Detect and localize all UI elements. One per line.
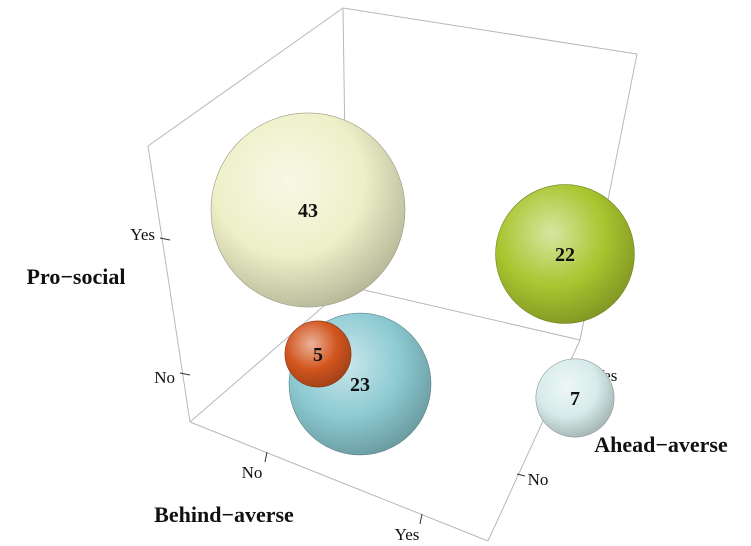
bubble-label-7: 7: [570, 388, 580, 410]
z-tick-label-no: No: [154, 368, 175, 387]
box-edge: [147, 145, 191, 423]
x-tick-no: [264, 451, 268, 463]
box-edge: [189, 285, 348, 423]
bubble-label-43: 43: [298, 200, 318, 222]
y-tick-label-no: No: [528, 470, 549, 489]
bubble-7: [535, 358, 615, 438]
x-axis-title: Behind−averse: [154, 502, 294, 527]
bubble-43: [210, 112, 406, 308]
z-tick-label-yes: Yes: [130, 225, 155, 244]
x-tick-label-yes: Yes: [395, 525, 420, 544]
bubble-label-22: 22: [555, 244, 575, 266]
bubble-22: [495, 184, 635, 324]
x-tick-label-no: No: [242, 463, 263, 482]
z-tick-no: [179, 372, 191, 376]
y-axis-title: Ahead−averse: [594, 432, 728, 457]
box-edge: [147, 7, 344, 147]
box-edge: [342, 7, 638, 55]
x-tick-yes: [419, 513, 423, 525]
z-tick-yes: [159, 237, 171, 241]
bubble-5: [284, 320, 352, 388]
bubbles-layer: 43 23 22 7 5: [210, 112, 635, 456]
z-axis-title: Pro−social: [27, 264, 126, 289]
bubble-label-5: 5: [313, 344, 323, 366]
box-edge: [346, 285, 581, 341]
y-tick-no: [516, 473, 526, 477]
box-edge: [189, 421, 489, 542]
bubble-label-23: 23: [350, 374, 370, 396]
